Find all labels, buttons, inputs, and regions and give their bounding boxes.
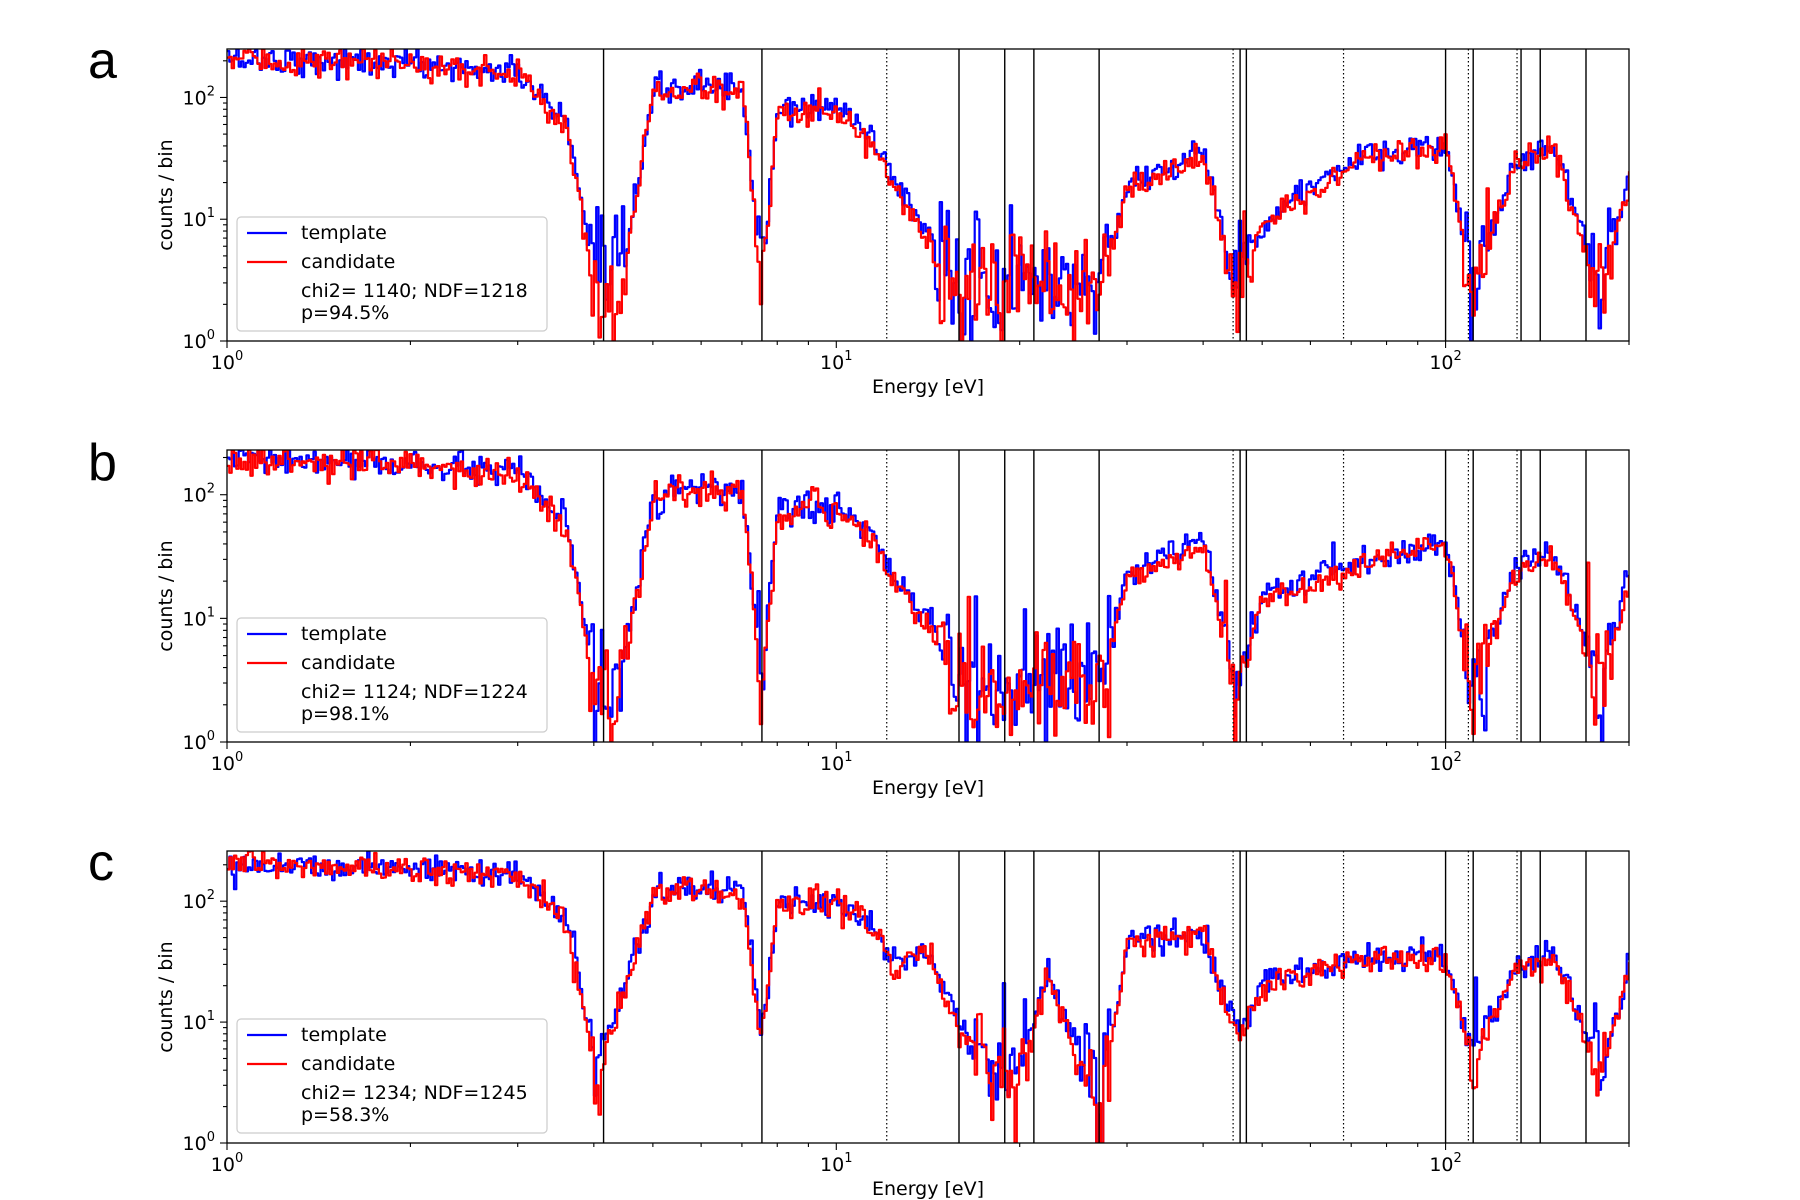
- x-tick-label-exponent: 2: [1454, 1151, 1462, 1166]
- plot-area: [227, 49, 1629, 341]
- plot-area: [227, 851, 1629, 1143]
- y-tick-label-exponent: 1: [207, 206, 215, 221]
- legend-box: [236, 1018, 548, 1134]
- legend: template candidate chi2= 1124; NDF=1224p=9…: [236, 617, 548, 733]
- y-tick-label-base: 10: [183, 87, 207, 109]
- x-tick-label-exponent: 0: [235, 750, 243, 765]
- y-axis-label: counts / bin: [155, 941, 177, 1052]
- x-tick-label-exponent: 1: [844, 750, 852, 765]
- legend-label-template: template: [301, 222, 387, 244]
- series-candidate-line: [227, 450, 1629, 742]
- x-tick-label-exponent: 1: [844, 1151, 852, 1166]
- x-tick-label-base: 10: [211, 753, 235, 775]
- x-axis-label: Energy [eV]: [872, 376, 984, 398]
- x-tick-label-exponent: 2: [1454, 750, 1462, 765]
- y-tick-label-base: 10: [183, 485, 207, 507]
- legend-stats-chi2: chi2= 1140; NDF=1218: [301, 280, 528, 302]
- y-tick-label-base: 10: [183, 209, 207, 231]
- legend-stats-p: p=98.1%: [301, 703, 389, 725]
- x-tick-label-base: 10: [1429, 753, 1453, 775]
- y-tick-label-exponent: 2: [207, 888, 215, 903]
- legend-label-candidate: candidate: [301, 1053, 395, 1075]
- y-tick-label-base: 10: [183, 331, 207, 353]
- y-tick-label-exponent: 1: [207, 605, 215, 620]
- x-tick-label: 101: [820, 349, 852, 374]
- y-tick-label-base: 10: [183, 891, 207, 913]
- y-axis-label: counts / bin: [155, 540, 177, 651]
- x-tick-label-exponent: 2: [1454, 349, 1462, 364]
- y-tick-label: 102: [183, 888, 215, 913]
- y-tick-label-exponent: 2: [207, 482, 215, 497]
- legend-stats-p: p=58.3%: [301, 1104, 389, 1126]
- x-tick-label: 100: [211, 1151, 243, 1176]
- x-tick-label-base: 10: [820, 1154, 844, 1176]
- x-tick-label: 101: [820, 1151, 852, 1176]
- x-tick-label: 100: [211, 750, 243, 775]
- x-tick-label: 102: [1429, 750, 1461, 775]
- x-tick-label-exponent: 0: [235, 1151, 243, 1166]
- y-tick-label-exponent: 0: [207, 328, 215, 343]
- y-tick-label-base: 10: [183, 732, 207, 754]
- x-tick-label-exponent: 1: [844, 349, 852, 364]
- legend-box: [236, 617, 548, 733]
- panel-letter: c: [88, 834, 114, 892]
- axes-frame: [226, 449, 1630, 743]
- y-tick-label: 101: [183, 605, 215, 630]
- x-tick-label: 100: [211, 349, 243, 374]
- y-tick-label: 100: [183, 328, 215, 353]
- series-candidate-line: [227, 49, 1629, 341]
- axes-frame: [226, 850, 1630, 1144]
- y-tick-label-exponent: 0: [207, 729, 215, 744]
- axes-frame: [226, 48, 1630, 342]
- y-tick-label: 102: [183, 482, 215, 507]
- y-tick-label: 100: [183, 729, 215, 754]
- legend: template candidate chi2= 1234; NDF=1245p=5…: [236, 1018, 548, 1134]
- x-axis-label: Energy [eV]: [872, 777, 984, 799]
- legend-box: [236, 216, 548, 332]
- legend: template candidate chi2= 1140; NDF=1218p=9…: [236, 216, 548, 332]
- x-tick-label-base: 10: [820, 352, 844, 374]
- panel-letter: a: [88, 32, 117, 90]
- y-tick-label: 100: [183, 1130, 215, 1155]
- y-tick-label: 101: [183, 206, 215, 231]
- y-tick-label: 101: [183, 1009, 215, 1034]
- legend-label-candidate: candidate: [301, 251, 395, 273]
- x-tick-label: 102: [1429, 1151, 1461, 1176]
- x-tick-label-base: 10: [1429, 1154, 1453, 1176]
- y-tick-label-base: 10: [183, 608, 207, 630]
- legend-label-candidate: candidate: [301, 652, 395, 674]
- x-tick-label: 102: [1429, 349, 1461, 374]
- x-tick-label-base: 10: [211, 352, 235, 374]
- plot-area: [227, 450, 1629, 742]
- x-axis-label: Energy [eV]: [872, 1178, 984, 1200]
- legend-stats-chi2: chi2= 1124; NDF=1224: [301, 681, 528, 703]
- x-tick-label-exponent: 0: [235, 349, 243, 364]
- legend-label-template: template: [301, 1024, 387, 1046]
- y-tick-label-exponent: 0: [207, 1130, 215, 1145]
- y-axis-label: counts / bin: [155, 139, 177, 250]
- legend-stats-chi2: chi2= 1234; NDF=1245: [301, 1082, 528, 1104]
- x-tick-label: 101: [820, 750, 852, 775]
- x-tick-label-base: 10: [820, 753, 844, 775]
- x-tick-label-base: 10: [211, 1154, 235, 1176]
- y-tick-label-base: 10: [183, 1133, 207, 1155]
- y-tick-label-base: 10: [183, 1012, 207, 1034]
- legend-stats-p: p=94.5%: [301, 302, 389, 324]
- panel-letter: b: [88, 434, 117, 492]
- x-tick-label-base: 10: [1429, 352, 1453, 374]
- series-candidate-line: [227, 851, 1629, 1143]
- y-tick-label-exponent: 2: [207, 84, 215, 99]
- legend-label-template: template: [301, 623, 387, 645]
- y-tick-label: 102: [183, 84, 215, 109]
- y-tick-label-exponent: 1: [207, 1009, 215, 1024]
